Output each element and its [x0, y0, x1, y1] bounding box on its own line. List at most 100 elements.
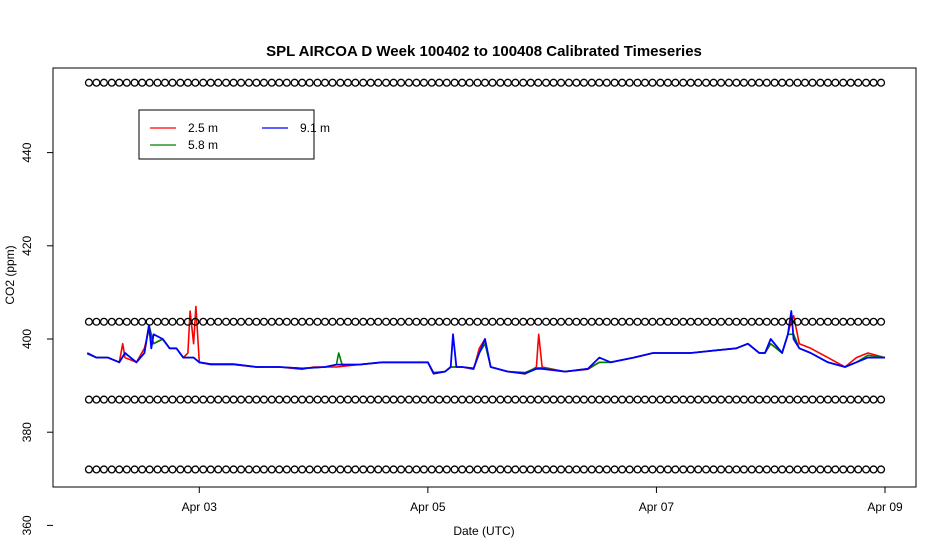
- flag-marker: [115, 465, 124, 474]
- flag-marker: [435, 465, 444, 474]
- flag-marker: [663, 317, 672, 326]
- axes: Apr 03 Apr 05 Apr 07 Apr 09 360 380 400 420 440: [20, 67, 917, 535]
- flag-marker: [648, 317, 657, 326]
- flag-marker: [130, 78, 139, 87]
- flag-marker: [153, 78, 162, 87]
- flag-marker: [168, 395, 177, 404]
- flag-marker: [168, 78, 177, 87]
- flag-marker: [663, 465, 672, 474]
- flag-marker: [869, 317, 878, 326]
- flag-marker: [328, 395, 337, 404]
- flag-marker: [519, 78, 528, 87]
- flag-marker: [115, 317, 124, 326]
- flag-marker: [229, 395, 238, 404]
- flag-marker: [450, 78, 459, 87]
- flag-marker: [747, 465, 756, 474]
- flag-marker: [191, 317, 200, 326]
- flag-marker: [557, 465, 566, 474]
- flag-marker: [336, 465, 345, 474]
- y-tick-label: 440: [20, 142, 34, 162]
- flag-marker: [160, 465, 170, 474]
- flag-marker: [336, 317, 345, 326]
- flag-marker: [92, 395, 101, 404]
- flag-marker: [610, 465, 619, 474]
- flag-marker: [869, 465, 878, 474]
- flag-marker: [206, 78, 215, 87]
- flag-marker: [633, 465, 642, 474]
- flag-marker: [739, 465, 748, 474]
- flag-marker: [778, 465, 787, 474]
- flag-marker: [343, 465, 352, 474]
- flag-marker: [823, 395, 832, 404]
- flag-marker: [176, 465, 185, 474]
- flag-marker: [199, 78, 208, 87]
- flag-marker: [488, 395, 497, 404]
- flag-marker: [153, 395, 162, 404]
- flag-marker: [328, 317, 337, 326]
- legend-label: 2.5 m: [188, 121, 218, 135]
- flag-marker: [579, 395, 588, 404]
- flag-marker: [419, 465, 428, 474]
- flag-marker: [237, 465, 246, 474]
- x-axis-label: Date (UTC): [453, 524, 514, 538]
- flag-marker: [762, 395, 771, 404]
- flag-marker: [351, 78, 360, 87]
- flag-marker: [488, 465, 497, 474]
- flag-marker: [343, 317, 352, 326]
- flag-marker: [831, 395, 840, 404]
- flag-marker: [107, 78, 116, 87]
- flag-marker: [99, 465, 108, 474]
- flag-marker: [694, 395, 703, 404]
- flag-marker: [793, 465, 802, 474]
- flag-marker: [359, 78, 368, 87]
- flag-marker: [244, 78, 253, 87]
- flag-marker: [122, 395, 131, 404]
- flag-marker: [739, 317, 748, 326]
- flag-marker: [557, 317, 566, 326]
- flag-marker: [412, 317, 421, 326]
- flag-marker: [488, 78, 497, 87]
- flag-marker: [686, 317, 695, 326]
- flag-marker: [694, 465, 703, 474]
- flag-marker: [800, 465, 810, 474]
- flag-marker: [618, 78, 627, 87]
- flag-marker: [229, 465, 238, 474]
- flag-marker: [702, 78, 711, 87]
- flag-marker: [503, 465, 512, 474]
- flag-marker: [138, 395, 147, 404]
- flag-marker: [526, 317, 535, 326]
- flag-marker: [732, 465, 741, 474]
- y-axis-label: CO2 (ppm): [3, 245, 17, 304]
- flag-marker: [564, 395, 573, 404]
- flag-marker: [702, 395, 711, 404]
- flag-marker: [397, 317, 406, 326]
- flag-marker: [739, 78, 748, 87]
- flag-marker: [206, 465, 215, 474]
- flag-marker: [313, 78, 322, 87]
- flag-marker: [465, 317, 474, 326]
- flag-marker: [122, 465, 131, 474]
- flag-marker: [831, 317, 840, 326]
- flag-marker: [320, 465, 330, 474]
- flag-marker: [465, 395, 474, 404]
- flag-marker: [534, 395, 543, 404]
- flag-marker: [412, 78, 421, 87]
- flag-marker: [816, 395, 825, 404]
- flag-marker: [183, 78, 192, 87]
- flag-marker: [366, 78, 375, 87]
- flag-marker: [138, 78, 147, 87]
- flag-marker: [542, 395, 551, 404]
- flag-marker: [397, 465, 406, 474]
- flag-marker: [267, 465, 276, 474]
- flag-marker: [656, 317, 665, 326]
- flag-marker: [450, 465, 459, 474]
- flag-marker: [816, 78, 825, 87]
- flag-marker: [511, 317, 520, 326]
- flag-marker: [382, 317, 391, 326]
- flag-marker: [702, 465, 711, 474]
- flag-marker: [549, 395, 558, 404]
- flag-marker: [625, 78, 634, 87]
- flag-marker: [290, 395, 299, 404]
